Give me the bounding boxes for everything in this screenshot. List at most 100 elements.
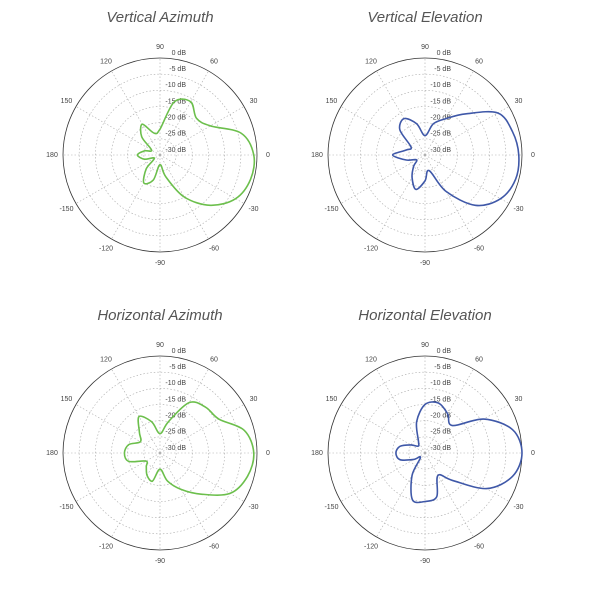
spoke	[159, 154, 209, 240]
theta-tick-label: 90	[156, 342, 164, 349]
theta-tick-label: -90	[155, 260, 165, 267]
theta-tick-label: -30	[248, 504, 258, 511]
theta-tick-label: -150	[324, 504, 338, 511]
grid-circle	[95, 90, 225, 220]
r-tick-label: 0 dB	[437, 348, 452, 355]
theta-tick-label: -30	[513, 504, 523, 511]
outer-circle	[62, 57, 258, 253]
r-tick-label: -5 dB	[434, 364, 451, 371]
r-tick-label: -20 dB	[430, 413, 451, 420]
spoke	[376, 452, 426, 538]
grid-circle	[360, 90, 490, 220]
grid-circle	[376, 106, 474, 204]
theta-tick-label: 150	[326, 396, 338, 403]
r-tick-label: -10 dB	[165, 82, 186, 89]
theta-tick-label: 0	[531, 152, 535, 159]
spoke	[424, 452, 474, 538]
spoke	[424, 154, 474, 240]
theta-tick-label: 30	[250, 396, 258, 403]
spoke	[159, 452, 209, 538]
r-tick-label: -30 dB	[430, 445, 451, 452]
spoke	[424, 452, 510, 502]
theta-tick-label: 60	[210, 58, 218, 65]
r-tick-label: -15 dB	[430, 98, 451, 105]
theta-tick-label: -150	[324, 206, 338, 213]
r-tick-label: -10 dB	[430, 380, 451, 387]
theta-tick-label: -90	[420, 260, 430, 267]
theta-tick-label: 60	[475, 58, 483, 65]
theta-tick-label: -150	[59, 504, 73, 511]
spoke	[424, 70, 474, 156]
spoke	[111, 70, 161, 156]
r-tick-label: -25 dB	[430, 131, 451, 138]
theta-tick-label: -90	[420, 558, 430, 565]
pattern-line	[395, 401, 523, 504]
spoke	[111, 154, 161, 240]
r-tick-label: -5 dB	[169, 364, 186, 371]
r-tick-label: -5 dB	[169, 66, 186, 73]
chart-title: Horizontal Azimuth	[97, 307, 222, 324]
theta-tick-label: -150	[59, 206, 73, 213]
theta-tick-label: 90	[156, 44, 164, 51]
r-tick-label: 0 dB	[172, 50, 187, 57]
theta-tick-label: 90	[421, 44, 429, 51]
pattern-line	[136, 98, 256, 207]
spoke	[340, 452, 426, 502]
r-tick-label: -25 dB	[430, 429, 451, 436]
theta-tick-label: 0	[266, 152, 270, 159]
theta-tick-label: -120	[364, 543, 378, 550]
theta-tick-label: 150	[326, 98, 338, 105]
r-tick-label: -5 dB	[434, 66, 451, 73]
grid-circle	[360, 388, 490, 518]
theta-tick-label: 120	[365, 356, 377, 363]
theta-tick-label: 30	[515, 396, 523, 403]
r-tick-label: -15 dB	[165, 396, 186, 403]
r-tick-label: -10 dB	[430, 82, 451, 89]
spoke	[111, 452, 161, 538]
theta-tick-label: 180	[46, 450, 58, 457]
spoke	[376, 368, 426, 454]
r-tick-label: -30 dB	[430, 147, 451, 154]
spoke	[159, 154, 245, 204]
theta-tick-label: 120	[365, 58, 377, 65]
r-tick-label: -30 dB	[165, 445, 186, 452]
theta-tick-label: 90	[421, 342, 429, 349]
theta-tick-label: 60	[475, 356, 483, 363]
spoke	[424, 368, 474, 454]
grid-circle	[408, 436, 442, 470]
r-tick-label: -20 dB	[430, 115, 451, 122]
spoke	[75, 154, 161, 204]
theta-tick-label: 180	[46, 152, 58, 159]
theta-tick-label: -90	[155, 558, 165, 565]
spoke	[159, 70, 209, 156]
theta-tick-label: 120	[100, 356, 112, 363]
spoke	[159, 368, 209, 454]
theta-tick-label: 150	[61, 98, 73, 105]
theta-tick-label: 30	[515, 98, 523, 105]
chart-title: Vertical Azimuth	[106, 9, 213, 26]
spoke	[340, 154, 426, 204]
r-tick-label: -20 dB	[165, 413, 186, 420]
spoke	[111, 368, 161, 454]
r-tick-label: -25 dB	[165, 131, 186, 138]
theta-tick-label: -60	[474, 543, 484, 550]
theta-tick-label: 120	[100, 58, 112, 65]
outer-circle	[62, 355, 258, 551]
theta-tick-label: -120	[99, 543, 113, 550]
chart-title: Vertical Elevation	[367, 9, 482, 26]
spoke	[424, 154, 510, 204]
theta-tick-label: -30	[248, 206, 258, 213]
theta-tick-label: -60	[209, 245, 219, 252]
r-tick-label: -15 dB	[165, 98, 186, 105]
theta-tick-label: 0	[531, 450, 535, 457]
theta-tick-label: -60	[209, 543, 219, 550]
spoke	[75, 404, 161, 454]
theta-tick-label: -120	[99, 245, 113, 252]
spoke	[159, 106, 245, 156]
spoke	[75, 452, 161, 502]
chart-title: Horizontal Elevation	[358, 307, 491, 324]
grid-circle	[95, 388, 225, 518]
r-tick-label: 0 dB	[172, 348, 187, 355]
spoke	[340, 106, 426, 156]
theta-tick-label: 150	[61, 396, 73, 403]
